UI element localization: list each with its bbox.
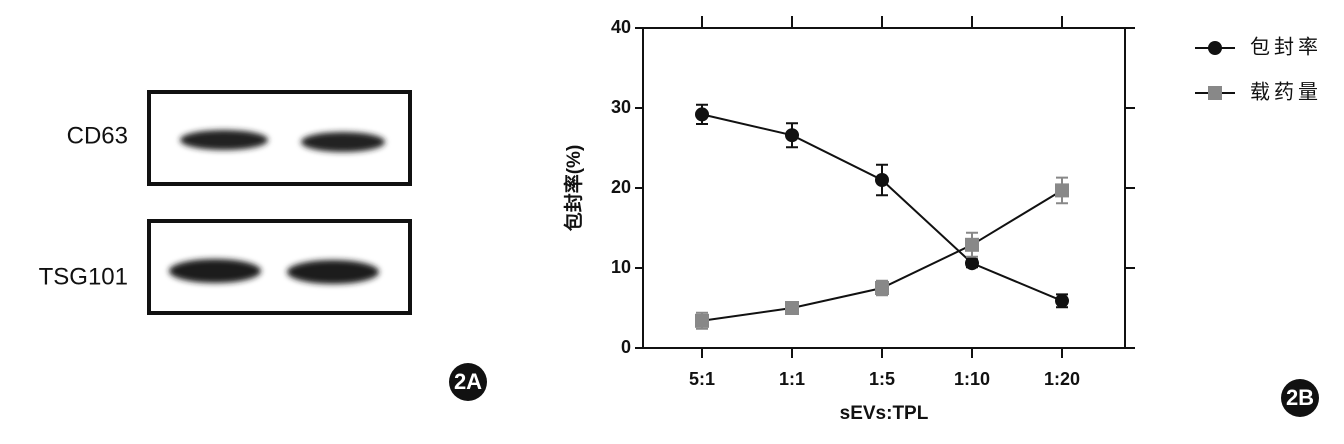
series-line <box>701 189 1063 322</box>
blot-bands <box>169 130 385 284</box>
point <box>875 281 889 295</box>
x-tick-label: 1:20 <box>1044 369 1080 389</box>
plot-frame <box>642 27 1126 349</box>
point <box>785 128 799 143</box>
x-tick-label: 1:10 <box>954 369 990 389</box>
point <box>1055 293 1069 308</box>
panel-label: 2A <box>454 369 482 394</box>
x-tick-label: 1:5 <box>869 369 895 389</box>
legend-marker <box>1208 86 1222 100</box>
legend-label: 载药量 <box>1250 80 1322 103</box>
series-line <box>701 113 1063 302</box>
legend-marker <box>1208 41 1222 55</box>
y-axis-title: 包封率(%) <box>562 145 585 232</box>
x-axis-title: sEVs:TPL <box>840 403 929 424</box>
x-tick-label: 1:1 <box>779 369 805 389</box>
point <box>1055 183 1069 198</box>
point <box>785 301 799 315</box>
panel-badge <box>1281 379 1319 417</box>
blot-row-label: TSG101 <box>39 263 128 290</box>
point <box>875 173 889 187</box>
point <box>695 107 709 122</box>
panel-badge <box>449 363 487 401</box>
blot-row-label: CD63 <box>67 122 128 149</box>
point <box>965 237 979 252</box>
y-tick-label: 10 <box>611 257 631 277</box>
point <box>695 313 709 328</box>
y-tick-label: 0 <box>621 337 631 357</box>
x-tick-label: 5:1 <box>689 369 715 389</box>
panel-label: 2B <box>1286 385 1314 410</box>
y-tick-label: 30 <box>611 97 631 117</box>
point <box>965 256 979 271</box>
y-tick-label: 20 <box>611 177 631 197</box>
y-tick-label: 40 <box>611 17 631 37</box>
legend-label: 包封率 <box>1250 35 1322 58</box>
